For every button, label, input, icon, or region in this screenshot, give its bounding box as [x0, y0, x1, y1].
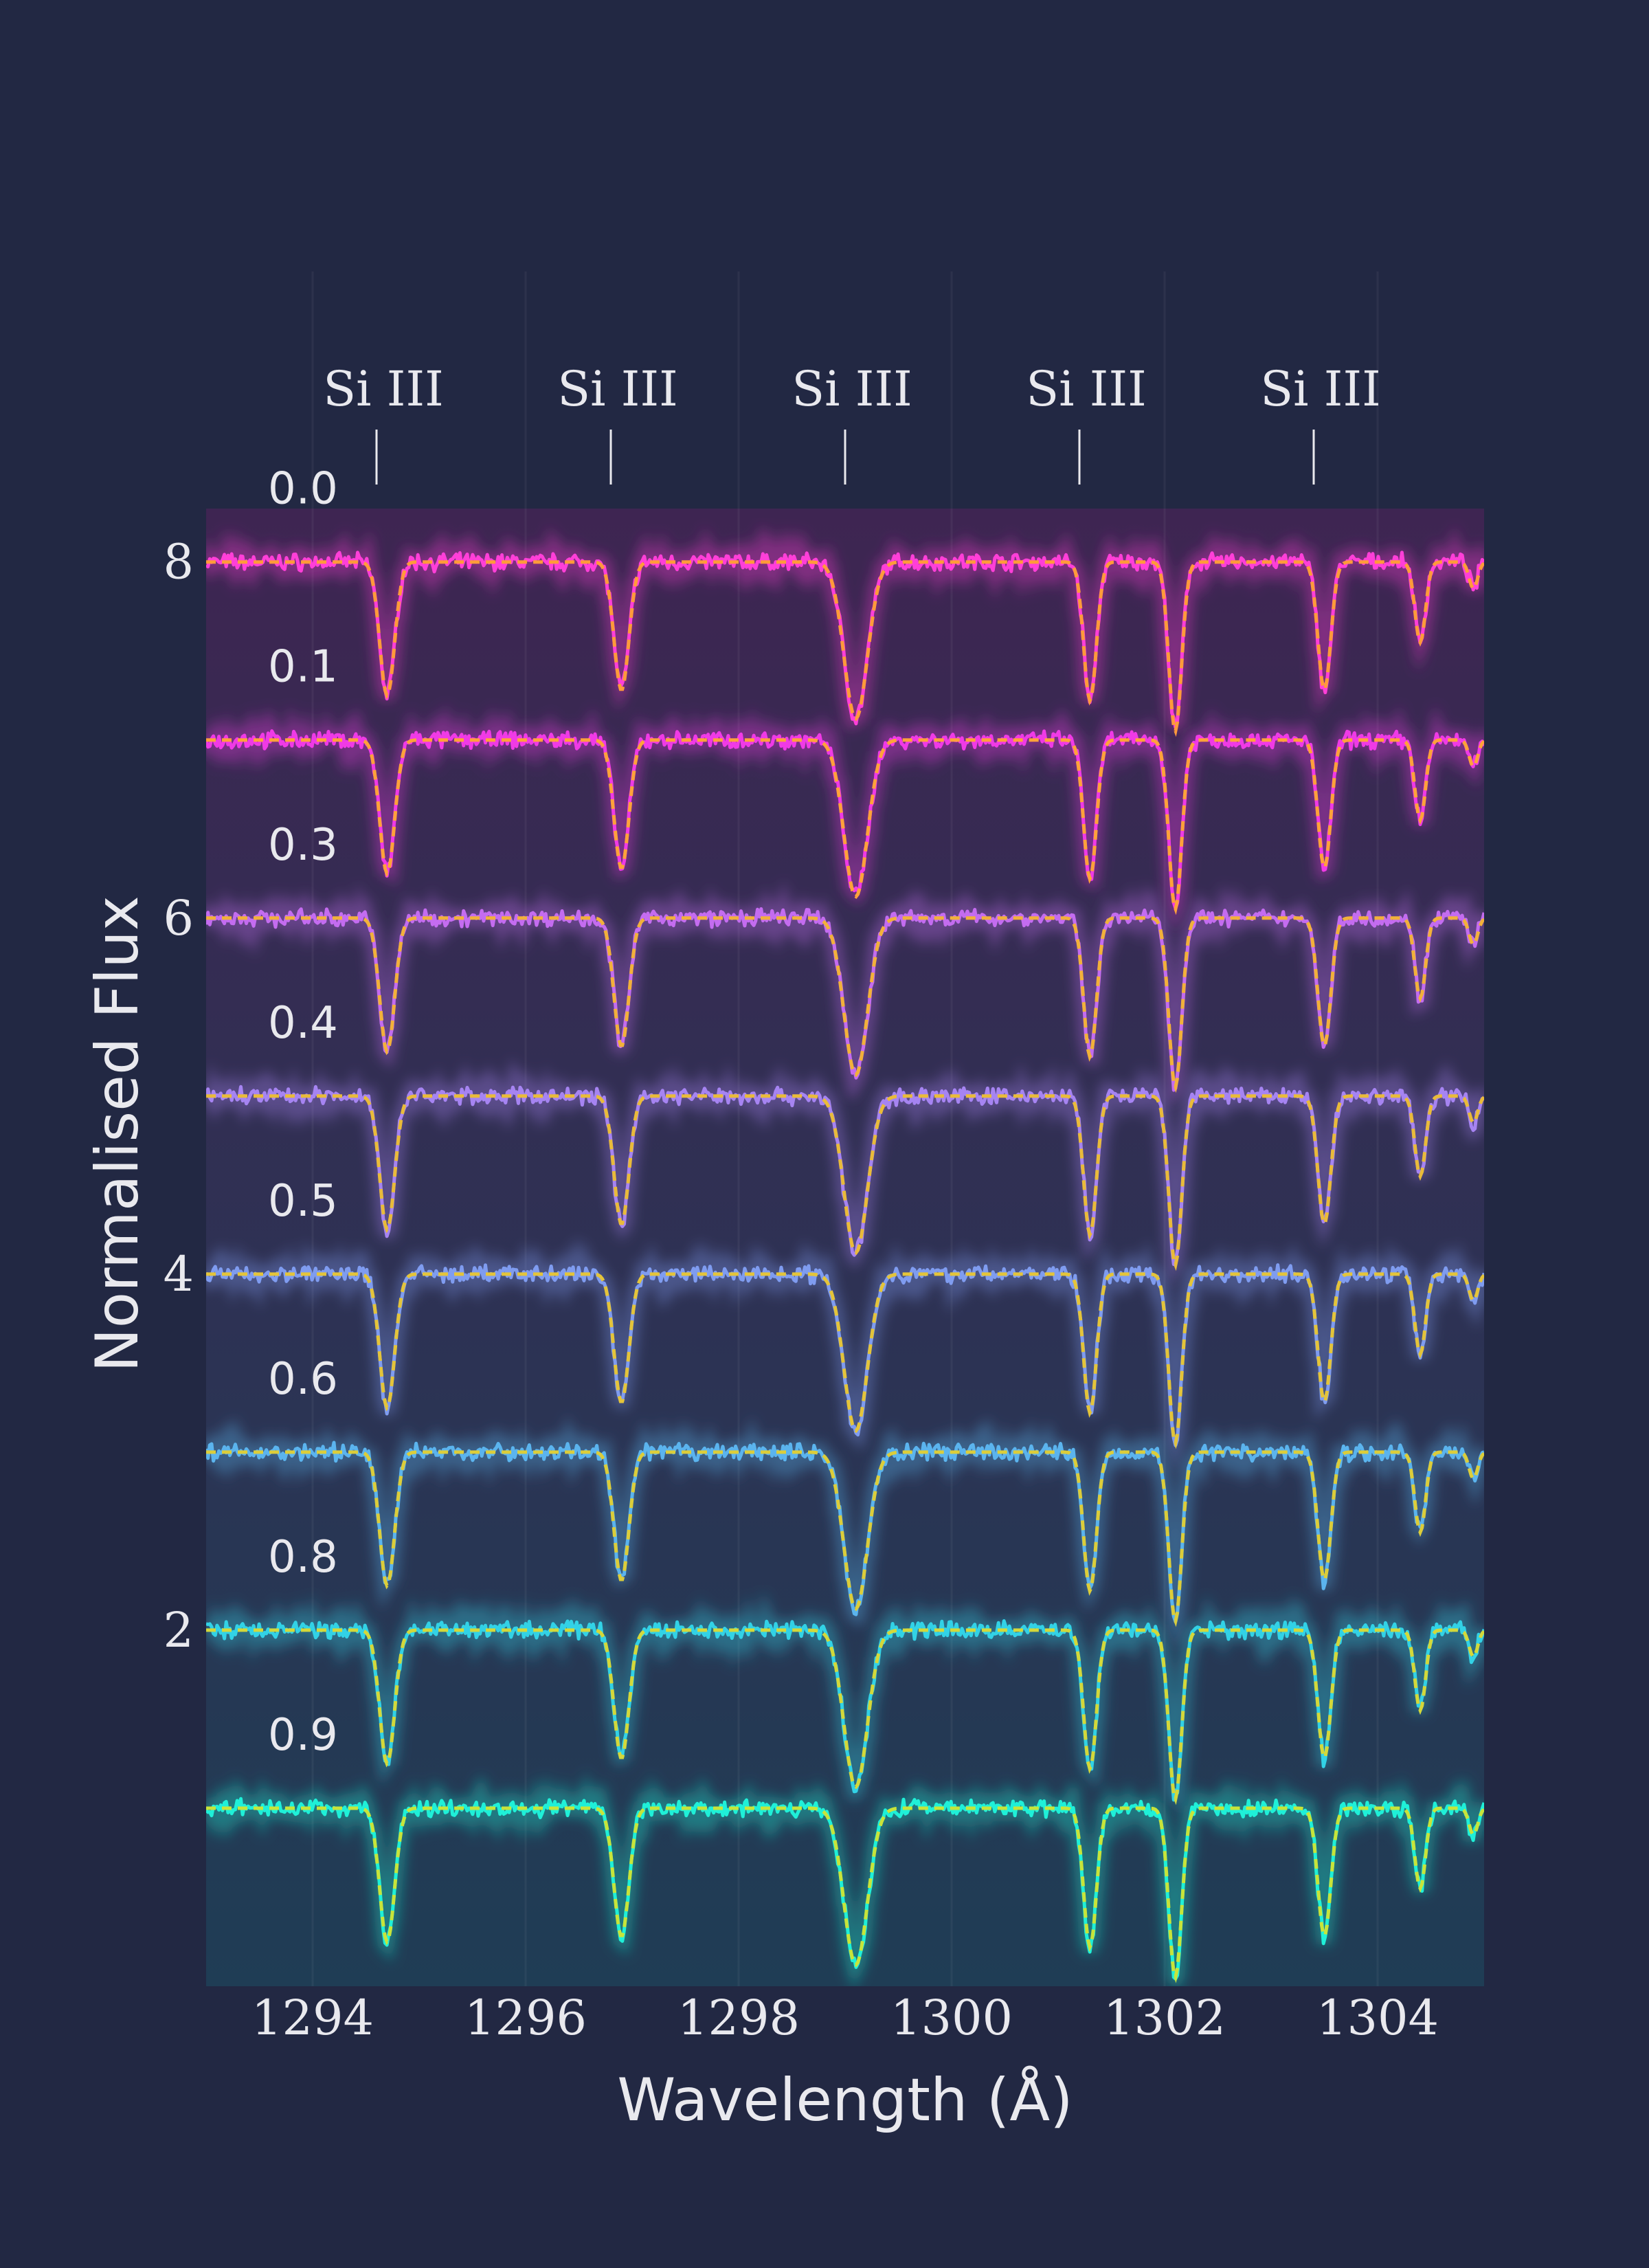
- phase-label-0.3: 0.3: [268, 820, 338, 871]
- x-tick-label-1300: 1300: [890, 1990, 1013, 2046]
- y-tick-label-6: 6: [163, 890, 194, 946]
- x-tick-label-1304: 1304: [1316, 1990, 1439, 2046]
- spectrum-phase-0.9: [206, 1771, 1484, 1986]
- line-label-0: Si III: [323, 361, 444, 417]
- observed-spectrum-line: [206, 729, 1484, 911]
- line-label-4: Si III: [1260, 361, 1381, 417]
- line-label-3: Si III: [1026, 361, 1147, 417]
- spectrum-phase-0.1: [206, 703, 1484, 933]
- y-tick-label-4: 4: [163, 1246, 194, 1302]
- model-spectrum-line: [206, 1450, 1484, 1627]
- phase-label-0.1: 0.1: [268, 642, 338, 693]
- model-spectrum-line: [206, 1806, 1484, 1983]
- phase-label-0.0: 0.0: [268, 464, 338, 515]
- model-spectrum-line: [206, 1094, 1484, 1271]
- model-spectrum-line: [206, 1272, 1484, 1449]
- spectrum-phase-0.8: [206, 1591, 1484, 1816]
- phase-label-0.6: 0.6: [268, 1354, 338, 1405]
- observed-spectrum-line: [206, 1263, 1484, 1447]
- spectrum-phase-0.5: [206, 1237, 1484, 1473]
- y-tick-label-2: 2: [163, 1602, 194, 1658]
- model-spectrum-line: [206, 560, 1484, 737]
- spectrum-phase-0.3: [206, 880, 1484, 1107]
- y-tick-label-8: 8: [163, 534, 194, 590]
- x-tick-label-1296: 1296: [464, 1990, 587, 2046]
- spectrum-phase-0.4: [206, 1058, 1484, 1288]
- line-label-2: Si III: [792, 361, 912, 417]
- model-spectrum-line: [206, 738, 1484, 915]
- phase-label-0.4: 0.4: [268, 998, 338, 1049]
- line-label-1: Si III: [557, 361, 678, 417]
- model-spectrum-line: [206, 916, 1484, 1093]
- x-tick-label-1302: 1302: [1103, 1990, 1226, 2046]
- observed-spectrum-line: [206, 1441, 1484, 1624]
- x-tick-label-1298: 1298: [677, 1990, 800, 2046]
- x-axis-title: Wavelength (Å): [617, 2065, 1073, 2135]
- y-axis-title: Normalised Flux: [83, 896, 152, 1372]
- spectrum-phase-0.0: [206, 524, 1484, 737]
- phase-label-0.9: 0.9: [268, 1710, 338, 1761]
- x-tick-label-1294: 1294: [251, 1990, 374, 2046]
- spectrum-phase-0.6: [206, 1414, 1484, 1650]
- phase-label-0.8: 0.8: [268, 1532, 338, 1583]
- phase-label-0.5: 0.5: [268, 1176, 338, 1227]
- model-spectrum-line: [206, 1628, 1484, 1805]
